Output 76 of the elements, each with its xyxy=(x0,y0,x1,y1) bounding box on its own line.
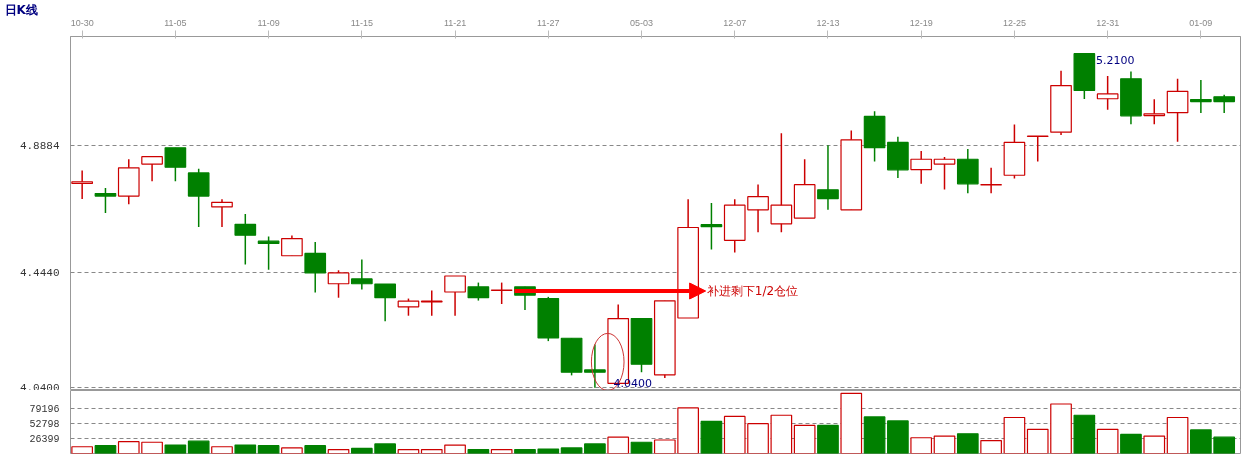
x-tick-label: 12-07 xyxy=(723,17,747,28)
candlestick xyxy=(490,281,513,305)
candlestick xyxy=(444,275,466,317)
x-tick-label: 11-15 xyxy=(350,17,374,28)
bar xyxy=(1096,428,1119,454)
y-tick-label: 4.0400 xyxy=(19,381,60,394)
bar xyxy=(94,445,117,454)
chart-title: 日K线 xyxy=(4,2,38,17)
candlestick xyxy=(327,269,350,299)
annotation: 补进剩下1/2仓位 xyxy=(706,284,799,299)
x-tick-label: 01-09 xyxy=(1189,17,1213,28)
bar xyxy=(187,440,210,454)
bar xyxy=(933,435,956,454)
bar xyxy=(1120,433,1142,454)
candlestick xyxy=(910,150,933,185)
x-tick-label: 12-25 xyxy=(1002,17,1026,28)
x-tick-label: 12-19 xyxy=(909,17,933,28)
x-tick-label: 11-21 xyxy=(443,17,467,28)
candlestick xyxy=(1096,75,1119,111)
bar xyxy=(304,445,327,454)
y-tick-label: 4.8884 xyxy=(19,139,60,152)
y-tick-label: 4.4440 xyxy=(19,266,60,279)
y-tick-label: 79196 xyxy=(29,404,60,416)
bar xyxy=(211,446,233,454)
bar xyxy=(1073,414,1096,454)
candlestick xyxy=(374,283,396,322)
bar xyxy=(840,392,863,454)
bar xyxy=(281,447,303,454)
annotation: 4.0400 xyxy=(613,376,653,390)
x-tick-label: 11-27 xyxy=(537,17,560,28)
bar xyxy=(234,444,257,454)
candlestick xyxy=(817,144,839,211)
candlestick xyxy=(350,258,373,291)
bar xyxy=(1143,435,1166,454)
candlestick xyxy=(141,155,163,182)
bar xyxy=(607,436,630,454)
bar xyxy=(164,444,187,454)
bar xyxy=(1003,416,1026,454)
x-tick-label: 12-31 xyxy=(1096,17,1120,28)
x-tick-label: 11-09 xyxy=(257,17,280,28)
candlestick xyxy=(700,202,723,251)
x-tick-label: 12-13 xyxy=(816,17,840,28)
candlestick xyxy=(1166,78,1189,143)
bar xyxy=(490,448,513,454)
candlestick xyxy=(211,198,233,228)
x-tick-label: 11-05 xyxy=(164,17,187,28)
bar xyxy=(817,424,839,454)
candlestick xyxy=(980,167,1002,194)
candlestick xyxy=(933,156,956,191)
y-tick-label: 52798 xyxy=(29,419,60,431)
candlestick xyxy=(187,167,210,228)
candlestick xyxy=(71,169,94,200)
bar xyxy=(863,416,886,454)
candlestick xyxy=(304,241,327,294)
bar xyxy=(257,445,280,454)
candlestick xyxy=(164,147,187,182)
x-tick-label: 10-30 xyxy=(70,17,94,28)
y-tick-label: 26399 xyxy=(29,434,60,446)
candlestick xyxy=(281,234,303,257)
bar xyxy=(630,441,653,454)
x-tick-label: 05-03 xyxy=(630,17,654,28)
candlestick xyxy=(420,289,443,317)
candlestick xyxy=(234,213,257,266)
bar xyxy=(887,420,909,454)
bar xyxy=(1166,416,1189,454)
candlestick xyxy=(1143,98,1166,125)
candlestick xyxy=(1026,135,1049,163)
bar xyxy=(71,446,94,454)
bar xyxy=(700,420,723,454)
bar xyxy=(467,448,490,454)
bar xyxy=(793,424,816,454)
bar xyxy=(910,437,933,454)
bar xyxy=(956,433,979,454)
candlestick xyxy=(94,187,117,214)
bar xyxy=(980,439,1002,454)
annotation: 5.2100 xyxy=(1096,53,1135,67)
